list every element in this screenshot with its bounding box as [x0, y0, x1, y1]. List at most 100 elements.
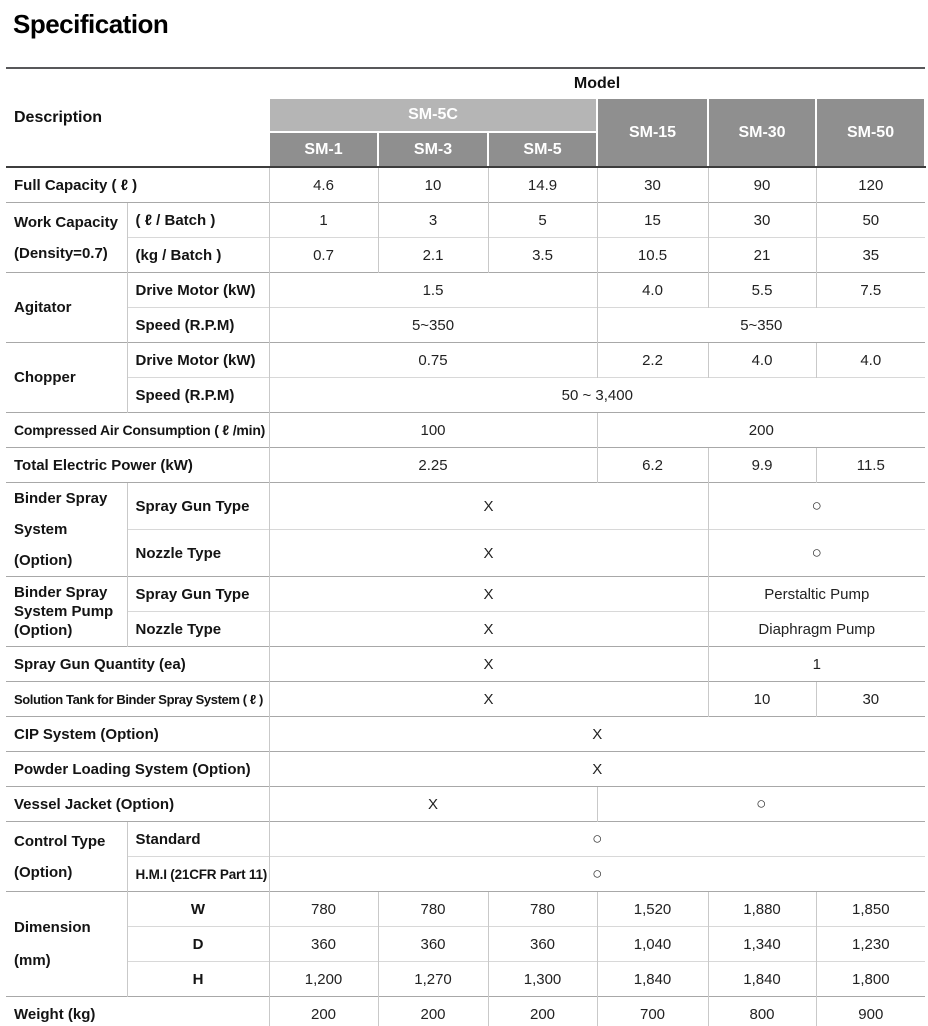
table-cell: X	[268, 611, 709, 647]
column-header-sm-5c: SM-5C	[268, 99, 599, 133]
group-label: Agitator	[6, 272, 127, 343]
row-sublabel: (kg / Batch )	[126, 237, 270, 273]
group-label: Control Type (Option)	[6, 821, 127, 892]
row-sublabel: W	[126, 891, 270, 927]
table-cell: 9.9	[707, 447, 817, 483]
table-cell: X	[268, 751, 926, 787]
table-cell: 1,850	[815, 891, 926, 927]
table-cell: 800	[707, 996, 817, 1026]
table-cell: 1,040	[596, 926, 709, 962]
column-header-sm-15: SM-15	[596, 99, 710, 168]
header-row-submodels: SM-1 SM-3 SM-5	[6, 132, 925, 168]
table-cell: 360	[487, 926, 598, 962]
table-cell: 360	[377, 926, 489, 962]
table-cell: 1	[707, 646, 926, 682]
table-row-binder-nozzle: Nozzle Type X ○	[6, 529, 926, 577]
table-cell: 780	[377, 891, 489, 927]
table-row-total-power: Total Electric Power (kW) 2.25 6.2 9.9 1…	[6, 447, 926, 483]
table-cell: 4.0	[596, 272, 709, 308]
row-sublabel: Nozzle Type	[126, 611, 270, 647]
table-cell: X	[268, 681, 709, 717]
table-cell: 1,840	[707, 961, 817, 997]
table-cell: 30	[707, 202, 817, 238]
table-cell: X	[268, 576, 709, 612]
table-row-full-capacity: Full Capacity ( ℓ ) 4.6 10 14.9 30 90 12…	[6, 166, 926, 203]
header-row-model: Description Model	[6, 68, 926, 168]
table-cell: 1,340	[707, 926, 817, 962]
table-row-weight: Weight (kg) 200 200 200 700 800 900	[6, 996, 926, 1026]
row-sublabel: Drive Motor (kW)	[126, 272, 270, 308]
table-row-dimension-h: H 1,200 1,270 1,300 1,840 1,840 1,800	[6, 961, 926, 997]
table-cell: 2.25	[268, 447, 598, 483]
table-cell: 50 ~ 3,400	[268, 377, 926, 413]
table-cell: 360	[268, 926, 379, 962]
group-label: Binder Spray System Pump (Option)	[6, 576, 127, 647]
table-cell: 1,840	[596, 961, 709, 997]
group-label: Chopper	[6, 342, 127, 413]
table-cell: 1	[268, 202, 379, 238]
table-row-vessel-jacket: Vessel Jacket (Option) X ○	[6, 786, 926, 822]
table-cell: 30	[815, 681, 926, 717]
row-sublabel: D	[126, 926, 270, 962]
row-sublabel: Standard	[126, 821, 270, 857]
table-cell: 11.5	[815, 447, 926, 483]
table-cell: 1,800	[815, 961, 926, 997]
table-cell: 4.0	[707, 342, 817, 378]
table-cell: 1,880	[707, 891, 817, 927]
row-label: Full Capacity ( ℓ )	[6, 166, 270, 203]
table-cell: 5~350	[268, 307, 598, 343]
table-row-agitator-motor: Agitator Drive Motor (kW) 1.5 4.0 5.5 7.…	[6, 272, 926, 343]
group-label: Binder Spray System (Option)	[6, 482, 127, 577]
table-cell: 5	[487, 202, 598, 238]
table-cell: 30	[596, 166, 709, 203]
table-cell: 200	[377, 996, 489, 1026]
table-cell: X	[268, 529, 709, 577]
table-cell: X	[268, 646, 709, 682]
table-cell: 200	[487, 996, 598, 1026]
table-cell: 4.6	[268, 166, 379, 203]
table-cell: 3.5	[487, 237, 598, 273]
column-header-sm-50: SM-50	[815, 99, 927, 168]
row-label: Vessel Jacket (Option)	[6, 786, 270, 822]
row-sublabel: Drive Motor (kW)	[126, 342, 270, 378]
table-cell: X	[268, 786, 598, 822]
table-cell: 200	[596, 412, 926, 448]
page-title: Specification	[13, 9, 169, 39]
column-header-sm-3: SM-3	[377, 132, 490, 168]
table-cell: 1,230	[815, 926, 926, 962]
table-cell: ○	[596, 786, 926, 822]
table-cell: 0.7	[268, 237, 379, 273]
group-label: Dimension (mm)	[6, 891, 127, 997]
table-cell: X	[268, 482, 709, 530]
table-row-compressed-air: Compressed Air Consumption ( ℓ /min) 100…	[6, 412, 926, 448]
column-header-sm-5: SM-5	[487, 132, 599, 168]
row-sublabel: H.M.I (21CFR Part 11)	[126, 856, 270, 892]
table-cell: 900	[815, 996, 926, 1026]
table-cell: 5~350	[596, 307, 926, 343]
table-cell: 10.5	[596, 237, 709, 273]
table-cell: ○	[268, 856, 926, 892]
table-row-control-hmi: H.M.I (21CFR Part 11) ○	[6, 856, 926, 892]
table-cell: 700	[596, 996, 709, 1026]
table-row-work-capacity-kg: (kg / Batch ) 0.7 2.1 3.5 10.5 21 35	[6, 237, 926, 273]
row-sublabel: Nozzle Type	[126, 529, 270, 577]
header-row-series: SM-5C SM-15 SM-30 SM-50	[6, 99, 927, 168]
table-cell: 2.1	[377, 237, 489, 273]
row-sublabel: Spray Gun Type	[126, 482, 270, 530]
table-row-agitator-speed: Speed (R.P.M) 5~350 5~350	[6, 307, 926, 343]
table-cell: 100	[268, 412, 598, 448]
table-cell: 50	[815, 202, 926, 238]
table-row-control-standard: Control Type (Option) Standard ○	[6, 821, 926, 892]
table-cell: 2.2	[596, 342, 709, 378]
table-row-chopper-motor: Chopper Drive Motor (kW) 0.75 2.2 4.0 4.…	[6, 342, 926, 413]
row-sublabel: ( ℓ / Batch )	[126, 202, 270, 238]
table-cell: 200	[268, 996, 379, 1026]
table-cell: 1,270	[377, 961, 489, 997]
table-cell: 120	[815, 166, 926, 203]
table-row-binder-spray-gun: Binder Spray System (Option) Spray Gun T…	[6, 482, 926, 577]
table-row-work-capacity-l: Work Capacity (Density=0.7) ( ℓ / Batch …	[6, 202, 926, 273]
table-cell: ○	[707, 482, 926, 530]
row-sublabel: H	[126, 961, 270, 997]
row-label: Solution Tank for Binder Spray System ( …	[6, 681, 270, 717]
